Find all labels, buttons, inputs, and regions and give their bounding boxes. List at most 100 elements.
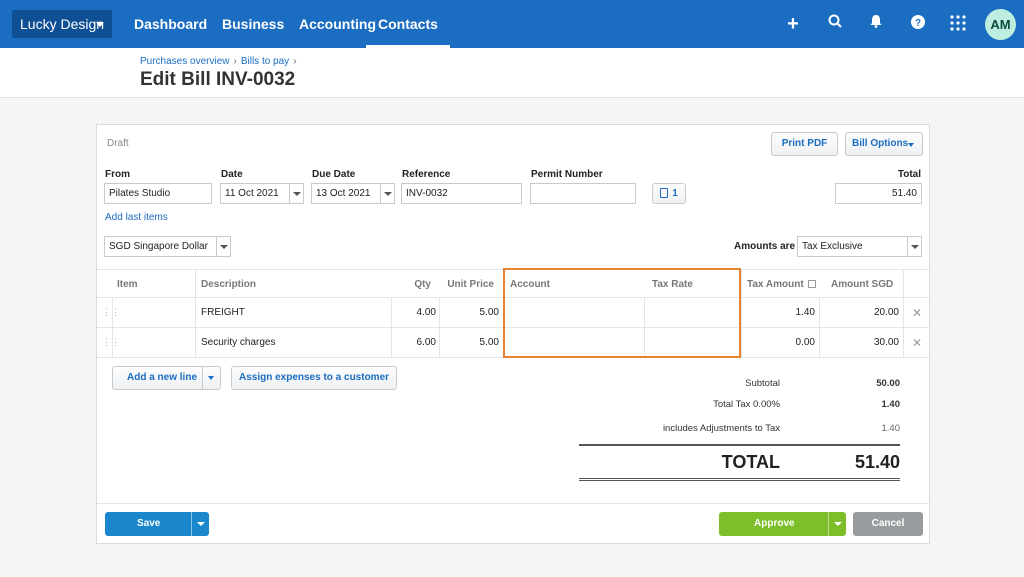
delete-row-icon[interactable]: ✕ <box>912 336 923 350</box>
breadcrumb-bills[interactable]: Bills to pay <box>240 56 290 67</box>
attachment-icon <box>660 188 669 199</box>
org-name: Lucky Design <box>20 16 105 32</box>
chevron-down-icon[interactable] <box>907 237 921 256</box>
totals-double-underline <box>579 478 900 481</box>
due-date-label: Due Date <box>312 169 356 180</box>
svg-text:?: ? <box>915 18 921 29</box>
row1-unit-price[interactable]: 5.00 <box>479 307 499 318</box>
breadcrumb-purchases[interactable]: Purchases overview <box>140 56 230 67</box>
chevron-down-icon[interactable] <box>828 512 846 536</box>
add-last-items-link[interactable]: Add last items <box>105 212 168 223</box>
chevron-down-icon <box>908 143 914 147</box>
row1-tax-amount[interactable]: 1.40 <box>795 307 815 318</box>
col-tax-amount: Tax Amount <box>747 279 817 290</box>
amounts-are-select[interactable]: Tax Exclusive <box>797 236 922 257</box>
grand-total-value: 51.40 <box>854 452 900 472</box>
from-field[interactable]: Pilates Studio <box>104 183 212 204</box>
col-separator <box>195 269 196 357</box>
subtotal-value: 50.00 <box>876 378 900 389</box>
apps-grid-icon[interactable] <box>948 14 968 34</box>
adjustments-label[interactable]: includes Adjustments to Tax <box>662 423 780 434</box>
currency-value: SGD Singapore Dollar <box>109 241 208 252</box>
row1-description[interactable]: FREIGHT <box>201 307 245 318</box>
currency-select[interactable]: SGD Singapore Dollar <box>104 236 231 257</box>
row2-amount[interactable]: 30.00 <box>873 337 899 348</box>
print-pdf-button[interactable]: Print PDF <box>771 132 838 156</box>
drag-handle-icon[interactable]: ⋮⋮ <box>102 337 120 347</box>
col-tax-amount-label: Tax Amount <box>747 279 804 290</box>
chevron-down-icon <box>96 22 104 27</box>
col-amount: Amount SGD <box>831 279 894 290</box>
chevron-down-icon-glyph <box>208 376 214 380</box>
grand-total-label: TOTAL <box>721 452 780 472</box>
plus-icon[interactable]: + <box>787 13 799 35</box>
save-button[interactable]: Save <box>105 512 209 536</box>
assign-expenses-button[interactable]: Assign expenses to a customer <box>231 366 397 390</box>
breadcrumb: Purchases overview › Bills to pay › <box>140 56 301 67</box>
chevron-down-icon[interactable] <box>216 237 230 256</box>
chevron-down-icon[interactable] <box>380 184 394 203</box>
row2-qty[interactable]: 6.00 <box>416 337 436 348</box>
attachment-count: 1 <box>672 188 678 199</box>
due-date-field[interactable]: 13 Oct 2021 <box>311 183 395 204</box>
chevron-down-icon[interactable] <box>202 367 220 389</box>
permit-number-field[interactable] <box>530 183 636 204</box>
date-label: Date <box>221 169 243 180</box>
row2-description[interactable]: Security charges <box>201 337 276 348</box>
header-bottom-border <box>97 297 931 298</box>
bill-options-button[interactable]: Bill Options <box>845 132 923 156</box>
reference-field[interactable]: INV-0032 <box>401 183 522 204</box>
col-separator <box>741 269 742 357</box>
save-label: Save <box>137 518 161 529</box>
nav-accounting[interactable]: Accounting <box>299 16 376 32</box>
col-qty: Qty <box>414 279 431 290</box>
row1-qty[interactable]: 4.00 <box>416 307 436 318</box>
approve-button[interactable]: Approve <box>719 512 846 536</box>
add-line-label: Add a new line <box>127 372 198 383</box>
totals-divider <box>579 444 900 446</box>
approve-label: Approve <box>754 518 795 529</box>
breadcrumb-separator: › <box>233 56 237 67</box>
date-field[interactable]: 11 Oct 2021 <box>220 183 304 204</box>
total-label: Total <box>897 169 921 180</box>
nav-dashboard[interactable]: Dashboard <box>134 16 208 32</box>
help-icon[interactable]: ? <box>908 14 928 34</box>
drag-handle-icon[interactable]: ⋮⋮ <box>102 307 120 317</box>
annotation-highlight-box <box>503 268 741 358</box>
total-tax-label: Total Tax 0.00% <box>713 399 780 410</box>
row2-unit-price[interactable]: 5.00 <box>479 337 499 348</box>
delete-row-icon[interactable]: ✕ <box>912 306 923 320</box>
row1-amount[interactable]: 20.00 <box>873 307 899 318</box>
col-description: Description <box>201 279 257 290</box>
total-field[interactable]: 51.40 <box>835 183 922 204</box>
col-separator <box>903 269 904 357</box>
cancel-button[interactable]: Cancel <box>853 512 923 536</box>
nav-business[interactable]: Business <box>222 16 285 32</box>
col-item: Item <box>117 279 138 290</box>
top-nav: Lucky Design Dashboard Business Accounti… <box>0 0 1024 48</box>
from-label: From <box>105 169 130 180</box>
chevron-down-icon[interactable] <box>289 184 303 203</box>
calculator-icon[interactable] <box>808 280 817 289</box>
status-label: Draft <box>107 138 129 149</box>
add-line-button[interactable]: Add a new line <box>112 366 221 390</box>
adjustments-value: 1.40 <box>881 423 901 434</box>
row2-tax-amount[interactable]: 0.00 <box>795 337 815 348</box>
total-tax-value: 1.40 <box>881 399 901 410</box>
search-icon[interactable] <box>825 14 845 34</box>
chevron-down-icon[interactable] <box>191 512 209 536</box>
bell-icon[interactable] <box>866 14 886 34</box>
col-account: Account <box>510 279 550 290</box>
org-switcher[interactable]: Lucky Design <box>12 10 112 38</box>
due-date-value: 13 Oct 2021 <box>316 188 371 199</box>
amounts-are-value: Tax Exclusive <box>802 241 863 252</box>
bill-options-label: Bill Options <box>852 138 909 149</box>
col-unit-price: Unit Price <box>447 279 494 290</box>
row-border <box>97 327 931 328</box>
nav-contacts[interactable]: Contacts <box>366 0 450 48</box>
attachments-button[interactable]: 1 <box>652 183 686 204</box>
avatar[interactable]: AM <box>985 9 1016 40</box>
breadcrumb-separator: › <box>293 56 297 67</box>
page-header: Purchases overview › Bills to pay › Edit Bi… <box>0 48 1024 98</box>
col-tax-rate: Tax Rate <box>652 279 693 290</box>
